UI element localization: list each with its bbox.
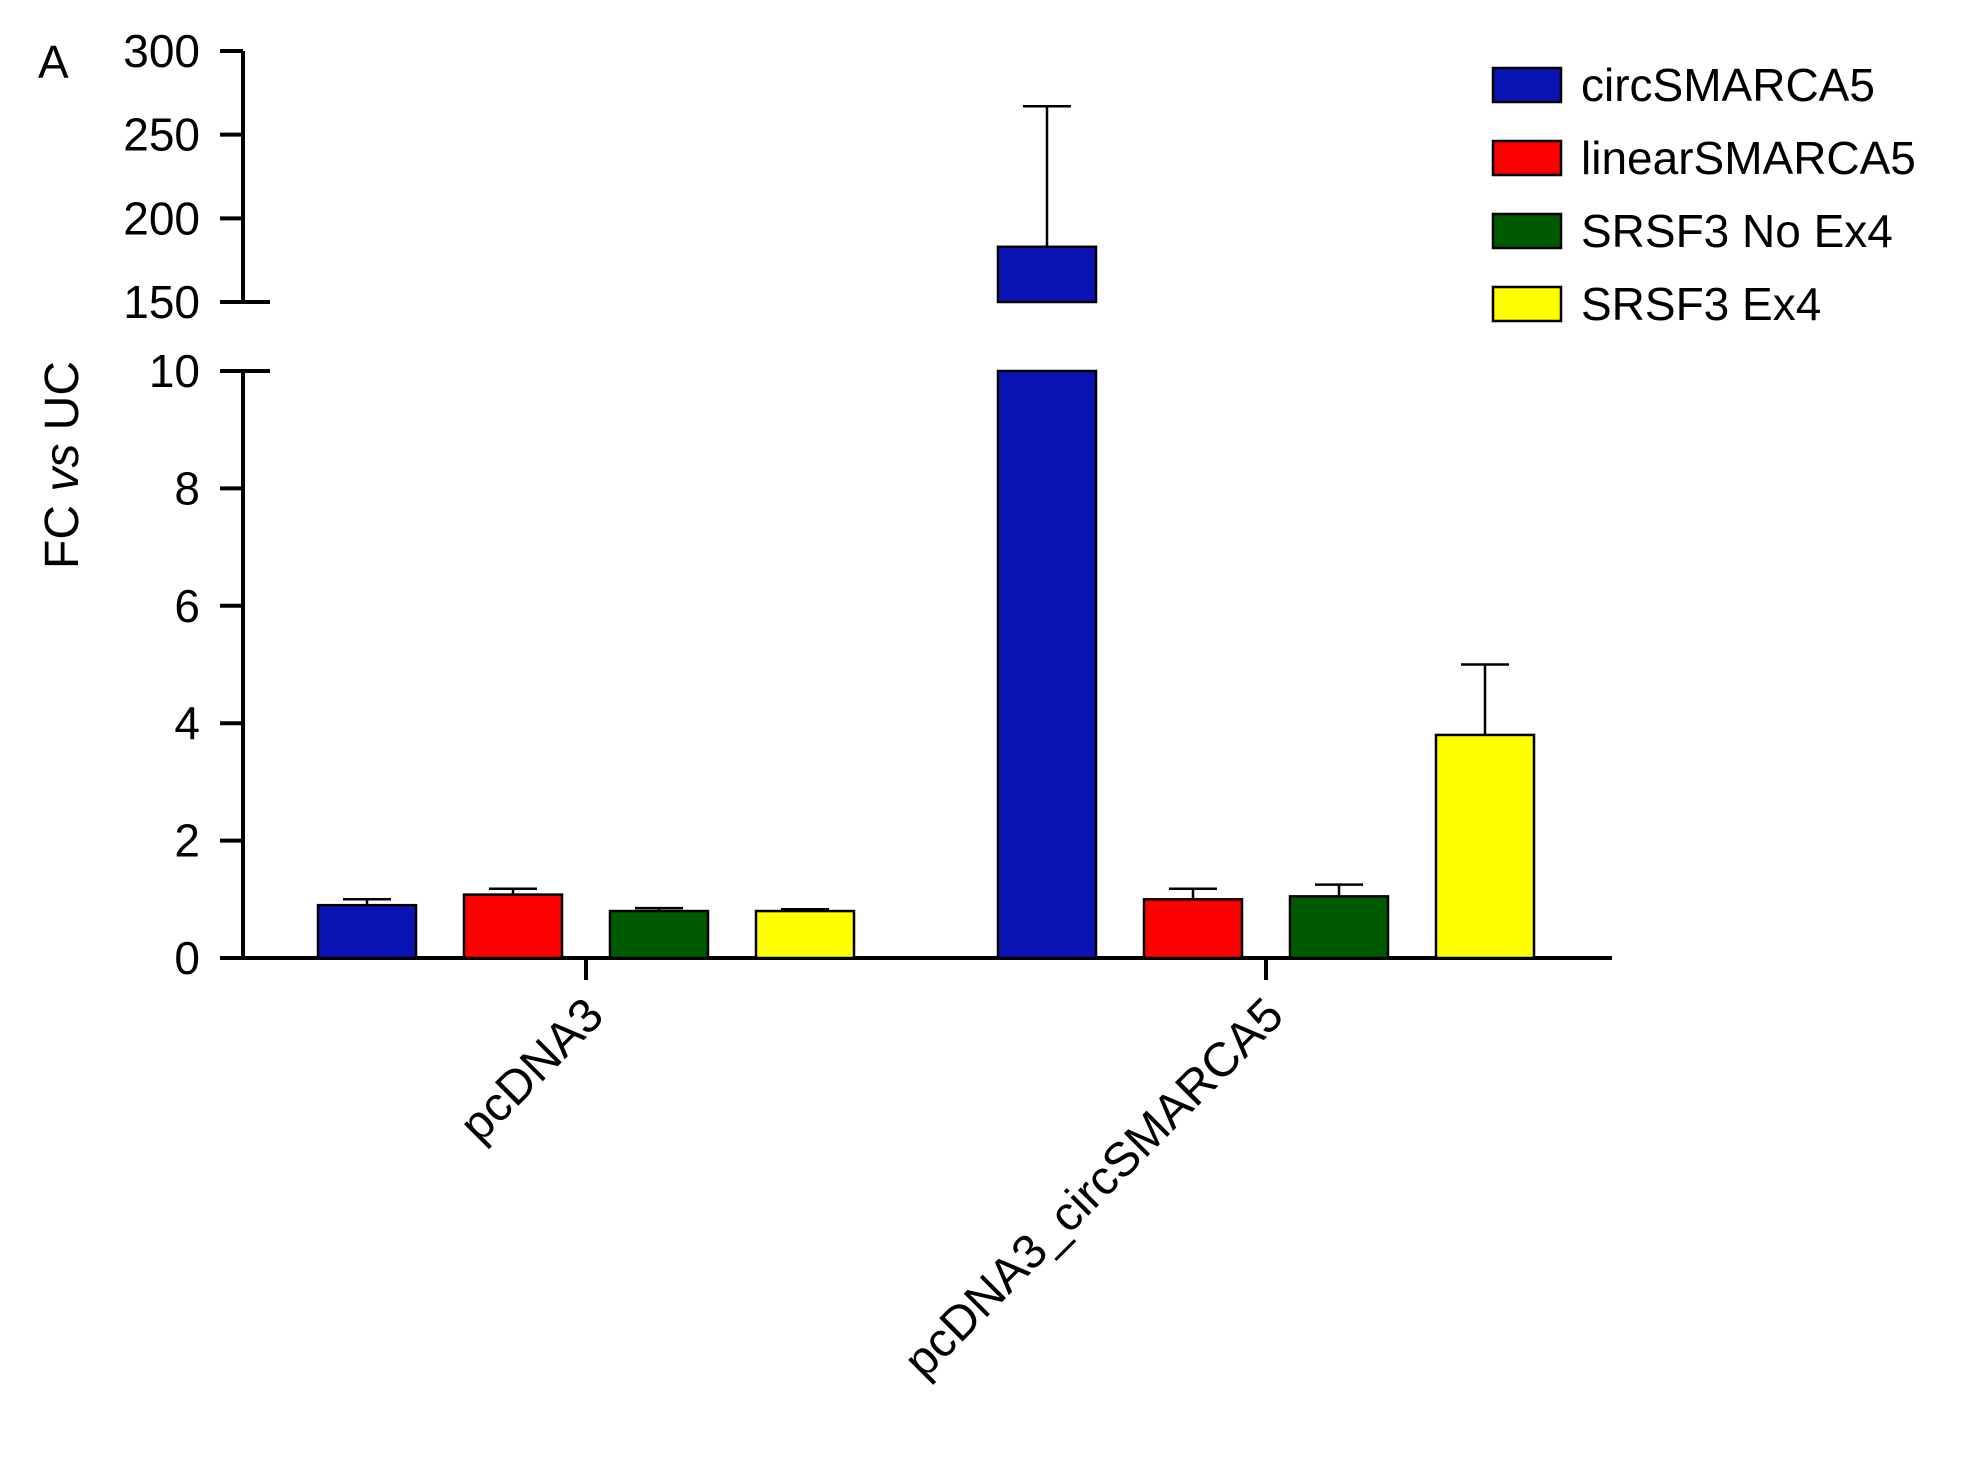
y-ticks: 0 2 4 6 8 10 150 200 250 300 xyxy=(123,25,270,984)
bar xyxy=(316,903,418,960)
bar xyxy=(1434,733,1536,960)
legend-swatch xyxy=(1491,285,1563,323)
axes xyxy=(220,51,1612,960)
bar xyxy=(1288,895,1390,960)
legend-label: circSMARCA5 xyxy=(1581,59,1875,111)
y-tick-label: 150 xyxy=(123,276,200,328)
y-tick-label: 200 xyxy=(123,192,200,244)
error-bars xyxy=(343,104,1509,912)
y-tick-label: 10 xyxy=(149,345,200,397)
legend-label: SRSF3 Ex4 xyxy=(1581,278,1821,330)
y-axis-label-part: UC xyxy=(36,361,89,444)
y-tick-label: 250 xyxy=(123,109,200,161)
panel-label: A xyxy=(38,36,69,88)
y-axis-label-part: vs xyxy=(36,444,89,492)
bars xyxy=(316,245,1536,960)
bar-upper-segment xyxy=(996,245,1098,304)
y-axis-label: FC vs UC xyxy=(36,361,89,569)
x-category-labels: pcDNA3 pcDNA3_circSMARCA5 xyxy=(450,958,1294,1388)
y-tick-label: 8 xyxy=(174,462,200,514)
y-tick-label: 2 xyxy=(174,815,200,867)
bar xyxy=(996,369,1098,960)
bar xyxy=(608,909,710,960)
bar xyxy=(1142,898,1244,960)
y-tick-label: 6 xyxy=(174,580,200,632)
y-axis-label-part: FC xyxy=(36,492,89,569)
x-category-label: pcDNA3_circSMARCA5 xyxy=(894,988,1294,1388)
bar xyxy=(462,893,564,960)
x-category-label: pcDNA3 xyxy=(450,988,614,1152)
legend-label: linearSMARCA5 xyxy=(1581,132,1916,184)
legend-swatch xyxy=(1491,139,1563,177)
y-tick-label: 4 xyxy=(174,697,200,749)
y-tick-label: 300 xyxy=(123,25,200,77)
legend-swatch xyxy=(1491,212,1563,250)
y-tick-label: 0 xyxy=(174,932,200,984)
legend: circSMARCA5 linearSMARCA5 SRSF3 No Ex4 SRSF… xyxy=(1491,59,1916,330)
legend-label: SRSF3 No Ex4 xyxy=(1581,205,1893,257)
legend-swatch xyxy=(1491,66,1563,104)
bar xyxy=(754,909,856,960)
